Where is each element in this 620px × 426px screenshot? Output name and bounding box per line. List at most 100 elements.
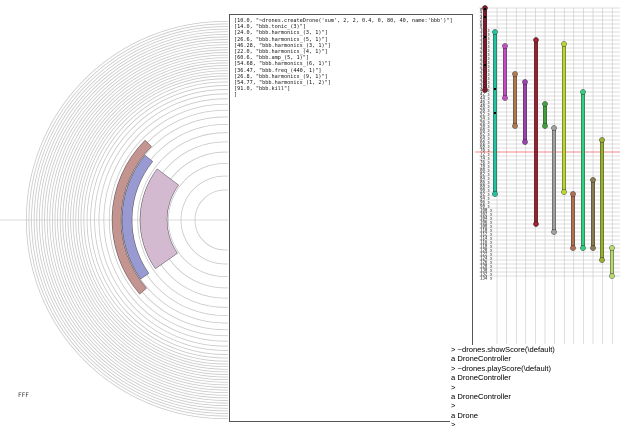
ring xyxy=(103,98,228,342)
timeline-tick-label: 86 s xyxy=(480,179,490,184)
drone-arc-middle xyxy=(121,154,154,280)
timeline-event-end-handle[interactable] xyxy=(522,139,528,145)
timeline-event-start-handle[interactable] xyxy=(570,191,576,197)
timeline-event-end-handle[interactable] xyxy=(590,245,596,251)
drone-visualizer: FFF xyxy=(0,0,228,426)
timeline-event-start-handle[interactable] xyxy=(492,29,498,35)
score-line[interactable]: [60.6, "bbb.amp_(5, 1)"] xyxy=(234,55,309,62)
timeline-event-start-handle[interactable] xyxy=(522,79,528,85)
ring xyxy=(28,23,228,417)
timeline-event-bar[interactable] xyxy=(609,247,614,277)
timeline-tick-label: 76 s xyxy=(480,159,490,164)
timeline-event-bar[interactable] xyxy=(570,193,575,249)
timeline-tick-label: 54 s xyxy=(480,115,490,120)
timeline-event-bar[interactable] xyxy=(542,103,547,127)
timeline-tick-label: 96 s xyxy=(480,199,490,204)
timeline-event-bar[interactable] xyxy=(561,43,566,193)
timeline-tick-label: 68 s xyxy=(480,143,490,148)
timeline-event-start-handle[interactable] xyxy=(580,89,586,95)
timeline-tick-label: 132 s xyxy=(480,271,493,276)
timeline-tick-label: 72 s xyxy=(480,151,490,156)
timeline-event-bar[interactable] xyxy=(482,7,487,91)
timeline-tick-label: 62 s xyxy=(480,131,490,136)
timeline-event-bar[interactable] xyxy=(503,45,508,99)
timeline-event-bar[interactable] xyxy=(580,91,585,249)
timeline-event-bar[interactable] xyxy=(590,179,595,249)
timeline-tick-label: 122 s xyxy=(480,251,493,256)
timeline-event-start-handle[interactable] xyxy=(512,71,518,77)
score-line[interactable]: [14.0, "bbb.tonic_(3)"] xyxy=(234,24,306,31)
timeline-tick-label: 98 s xyxy=(480,203,490,208)
post-window[interactable]: > ~drones.showScore(\default) a DroneCont… xyxy=(450,345,620,426)
timeline-event-bar[interactable] xyxy=(523,81,528,143)
score-line[interactable]: [54.77, "bbb.harmonics_(1, 2)"] xyxy=(234,80,331,87)
timeline-event-end-handle[interactable] xyxy=(609,273,615,279)
ring xyxy=(180,175,228,265)
score-line[interactable]: [26.8, "bbb.harmonics_(9, 1)"] xyxy=(234,73,328,80)
ring xyxy=(62,57,228,383)
timeline-event-bar[interactable] xyxy=(551,127,556,233)
timeline-marker xyxy=(494,88,496,90)
timeline-tick-label: 78 s xyxy=(480,163,490,168)
timeline-tick-label: 70 s xyxy=(480,147,490,152)
score-line[interactable]: [36.47, "bbb.freq_(440, 1)"] xyxy=(234,67,322,74)
timeline-tick-label: 124 s xyxy=(480,255,493,260)
timeline-tick-label: 58 s xyxy=(480,123,490,128)
timeline-tick-label: 90 s xyxy=(480,187,490,192)
timeline-event-end-handle[interactable] xyxy=(561,189,567,195)
timeline-tick-label: 120 s xyxy=(480,247,493,252)
timeline-event-start-handle[interactable] xyxy=(599,137,605,143)
timeline-event-end-handle[interactable] xyxy=(599,257,605,263)
ring xyxy=(67,62,228,378)
timeline-tick-label: 104 s xyxy=(480,215,493,220)
timeline-event-end-handle[interactable] xyxy=(512,123,518,129)
timeline-tick-label: 88 s xyxy=(480,183,490,188)
ring xyxy=(26,21,228,419)
ring xyxy=(44,39,228,401)
post-line: a Drone xyxy=(451,410,479,420)
post-line: > xyxy=(451,401,456,411)
score-line[interactable]: [46.28, "bbb.harmonics_(3, 1)"] xyxy=(234,42,331,49)
timeline-event-end-handle[interactable] xyxy=(533,221,539,227)
score-line[interactable]: [10.0, "~drones.createDrone('sum', 2, 2,… xyxy=(234,18,453,24)
timeline-event-start-handle[interactable] xyxy=(542,101,548,107)
timeline-event-start-handle[interactable] xyxy=(609,245,615,251)
timeline-event-start-handle[interactable] xyxy=(502,43,508,49)
score-lines[interactable]: [10.0, "~drones.createDrone('sum', 2, 2,… xyxy=(234,18,468,99)
timeline-event-start-handle[interactable] xyxy=(561,41,567,47)
score-line[interactable]: [22.0, "bbb.harmonics_(4, 1)"] xyxy=(234,49,328,56)
ring xyxy=(75,70,228,370)
timeline-event-end-handle[interactable] xyxy=(570,245,576,251)
ring xyxy=(86,81,228,359)
score-line[interactable]: [26.6, "bbb.harmonics_(5, 1)"] xyxy=(234,36,328,43)
ring xyxy=(36,31,228,409)
timeline-event-end-handle[interactable] xyxy=(502,95,508,101)
timeline-event-start-handle[interactable] xyxy=(533,37,539,43)
score-line[interactable]: [91.0, "bbb.kill"] xyxy=(234,86,291,93)
timeline-event-end-handle[interactable] xyxy=(551,229,557,235)
timeline-tick-label: 74 s xyxy=(480,155,490,160)
timeline-event-start-handle[interactable] xyxy=(590,177,596,183)
timeline-tick-label: 84 s xyxy=(480,175,490,180)
timeline-event-bar[interactable] xyxy=(534,39,539,225)
ring xyxy=(64,59,228,381)
score-line[interactable]: [24.0, "bbb.harmonics_(3, 1)"] xyxy=(234,30,328,37)
timeline-event-bar[interactable] xyxy=(599,139,604,261)
timeline-event-end-handle[interactable] xyxy=(482,87,488,93)
ring xyxy=(72,67,228,373)
timeline-graphic[interactable]: 0 s2 s4 s6 s8 s10 s12 s14 s16 s18 s20 s2… xyxy=(475,0,620,344)
timeline-tick-label: 82 s xyxy=(480,171,490,176)
timeline-event-end-handle[interactable] xyxy=(492,191,498,197)
score-timeline[interactable]: 0 s2 s4 s6 s8 s10 s12 s14 s16 s18 s20 s2… xyxy=(475,0,620,344)
ring xyxy=(94,89,228,351)
timeline-event-end-handle[interactable] xyxy=(542,123,548,129)
timeline-event-end-handle[interactable] xyxy=(580,245,586,251)
score-line[interactable]: ] xyxy=(234,92,238,99)
timeline-event-bar[interactable] xyxy=(513,73,518,127)
post-lines: > ~drones.showScore(\default) a DroneCont… xyxy=(451,345,620,426)
ring xyxy=(80,75,228,365)
score-line[interactable]: [54.68, "bbb.harmonics_(6, 1)"] xyxy=(234,61,331,68)
timeline-event-start-handle[interactable] xyxy=(551,125,557,131)
ring xyxy=(70,65,228,375)
score-editor[interactable]: [10.0, "~drones.createDrone('sum', 2, 2,… xyxy=(229,14,473,422)
